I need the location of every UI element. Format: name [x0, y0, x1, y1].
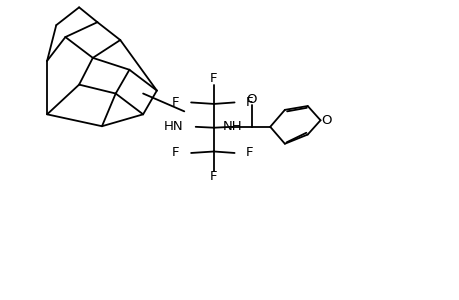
- Text: F: F: [246, 146, 253, 160]
- Text: F: F: [171, 96, 179, 109]
- Text: F: F: [246, 96, 253, 109]
- Text: F: F: [210, 170, 217, 183]
- Text: HN: HN: [163, 120, 183, 133]
- Text: NH: NH: [223, 120, 242, 133]
- Text: O: O: [246, 93, 257, 106]
- Text: O: O: [321, 114, 331, 127]
- Text: F: F: [171, 146, 179, 160]
- Text: F: F: [210, 72, 217, 85]
